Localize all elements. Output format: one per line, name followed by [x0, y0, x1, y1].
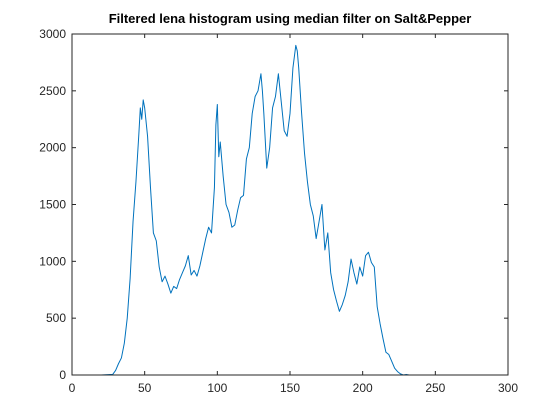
x-axis-tick-label: 150: [280, 381, 300, 395]
x-axis-tick-label: 100: [207, 381, 227, 395]
chart-title: Filtered lena histogram using median fil…: [109, 11, 472, 26]
x-axis-tick-label: 200: [353, 381, 373, 395]
x-axis-tick-label: 50: [138, 381, 152, 395]
y-axis-tick-label: 500: [46, 311, 66, 325]
y-axis-tick-label: 1000: [39, 254, 66, 268]
y-axis-tick-label: 1500: [39, 198, 66, 212]
x-axis-tick-label: 250: [425, 381, 445, 395]
x-axis-tick-label: 300: [498, 381, 518, 395]
x-axis-tick-label: 0: [69, 381, 76, 395]
y-axis-tick-label: 2500: [39, 84, 66, 98]
y-axis-tick-label: 2000: [39, 141, 66, 155]
y-axis-tick-label: 0: [59, 368, 66, 382]
y-axis-tick-label: 3000: [39, 27, 66, 41]
